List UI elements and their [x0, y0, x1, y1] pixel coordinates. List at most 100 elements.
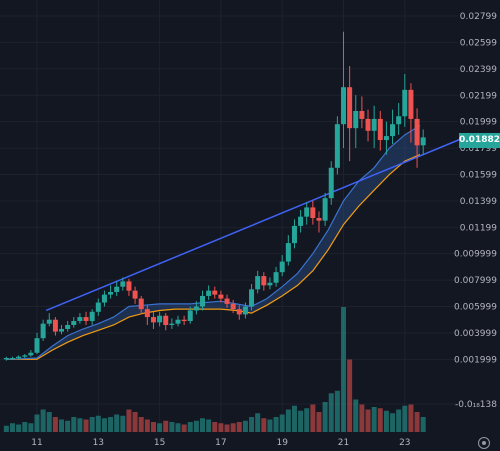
candle-body	[242, 306, 248, 315]
candle-body	[236, 309, 242, 315]
volume-bar	[255, 413, 261, 432]
volume-bar	[95, 415, 101, 432]
ma-fast-line	[6, 124, 421, 360]
volume-bar	[28, 423, 34, 432]
chart-settings-icon[interactable]	[478, 437, 490, 449]
volume-bars	[3, 307, 426, 432]
candle-body	[285, 243, 291, 262]
x-tick-label: 19	[276, 438, 288, 448]
y-axis: 0.02799 0.02599 0.02399 0.02199 0.01999 0.017…	[454, 12, 497, 410]
candle-body	[144, 309, 150, 318]
candle-body	[28, 352, 34, 356]
candle-body	[206, 290, 212, 296]
y-tick-label: 0.01399	[460, 197, 497, 207]
y-tick-label: 0.02799	[460, 12, 497, 22]
trendline	[45, 138, 461, 312]
y-tick-label: 0.009999	[454, 250, 497, 260]
candle-body	[261, 276, 267, 286]
ma-band	[6, 125, 421, 360]
volume-bar	[383, 410, 389, 432]
candle-body	[212, 290, 218, 295]
volume-bar	[347, 359, 353, 432]
candle-body	[273, 272, 279, 283]
volume-bar	[267, 419, 273, 432]
candle-body	[402, 89, 408, 117]
volume-bar	[132, 412, 138, 432]
candle-body	[187, 310, 193, 322]
volume-bar	[46, 412, 52, 432]
candle-body	[322, 198, 328, 221]
volume-bar	[16, 424, 22, 432]
candle-body	[328, 167, 334, 199]
volume-bar	[316, 412, 322, 432]
volume-bar	[120, 415, 126, 432]
volume-bar	[396, 409, 402, 432]
volume-bar	[390, 413, 396, 432]
volume-bar	[236, 422, 242, 432]
y-tick-label: 0.02399	[460, 65, 497, 75]
y-tick-label: -0.0₁₈138	[455, 400, 497, 410]
candle-body	[291, 225, 297, 244]
candle-body	[120, 281, 126, 287]
volume-bar	[322, 402, 328, 432]
candle-body	[181, 319, 187, 322]
volume-bar	[101, 418, 107, 432]
volume-bar	[261, 418, 267, 432]
volume-bar	[89, 417, 95, 432]
x-tick-label: 17	[215, 438, 226, 448]
volume-bar	[22, 422, 28, 432]
candle-body	[9, 358, 15, 360]
volume-bar	[279, 414, 285, 432]
volume-bar	[52, 417, 58, 432]
candle-body	[3, 358, 9, 360]
volume-bar	[181, 424, 187, 432]
candle-body	[298, 216, 304, 226]
volume-bar	[77, 418, 83, 432]
volume-bar	[310, 404, 316, 432]
candle-body	[169, 323, 175, 325]
candle-body	[101, 294, 107, 303]
y-tick-label: 0.001999	[454, 355, 497, 365]
candle-body	[40, 323, 46, 339]
volume-bar	[377, 408, 383, 432]
volume-bar	[291, 405, 297, 432]
volume-bar	[230, 423, 236, 432]
volume-bar	[108, 417, 114, 432]
candle-body	[193, 306, 199, 311]
candle-body	[255, 276, 261, 290]
volume-bar	[40, 409, 46, 432]
x-tick-label: 21	[338, 438, 349, 448]
candle-body	[383, 136, 389, 141]
candle-body	[420, 137, 426, 146]
candle-body	[316, 217, 322, 221]
candle-body	[230, 303, 236, 310]
volume-bar	[175, 423, 181, 432]
volume-bar	[242, 420, 248, 432]
volume-bar	[414, 412, 420, 432]
volume-bar	[65, 420, 71, 432]
volume-bar	[9, 423, 15, 432]
candle-body	[218, 294, 224, 299]
candle-body	[157, 315, 163, 323]
candle-body	[22, 355, 28, 357]
candle-body	[46, 319, 52, 324]
candle-body	[52, 319, 58, 332]
candle-body	[34, 338, 40, 353]
candle-body	[341, 87, 346, 125]
volume-bar	[206, 419, 212, 432]
x-tick-label: 11	[31, 438, 42, 448]
grid	[0, 0, 458, 432]
volume-bar	[359, 404, 365, 432]
candle-body	[108, 291, 114, 295]
candle-body	[200, 295, 206, 307]
volume-bar	[83, 419, 89, 432]
x-axis: 11 13 15 17 19 21 23	[31, 438, 410, 448]
candle-body	[175, 319, 181, 324]
candle-body	[365, 118, 371, 131]
candle-body	[83, 317, 89, 322]
candle-body	[138, 298, 144, 310]
ma-slow-line	[6, 154, 421, 360]
volume-bar	[304, 408, 310, 432]
